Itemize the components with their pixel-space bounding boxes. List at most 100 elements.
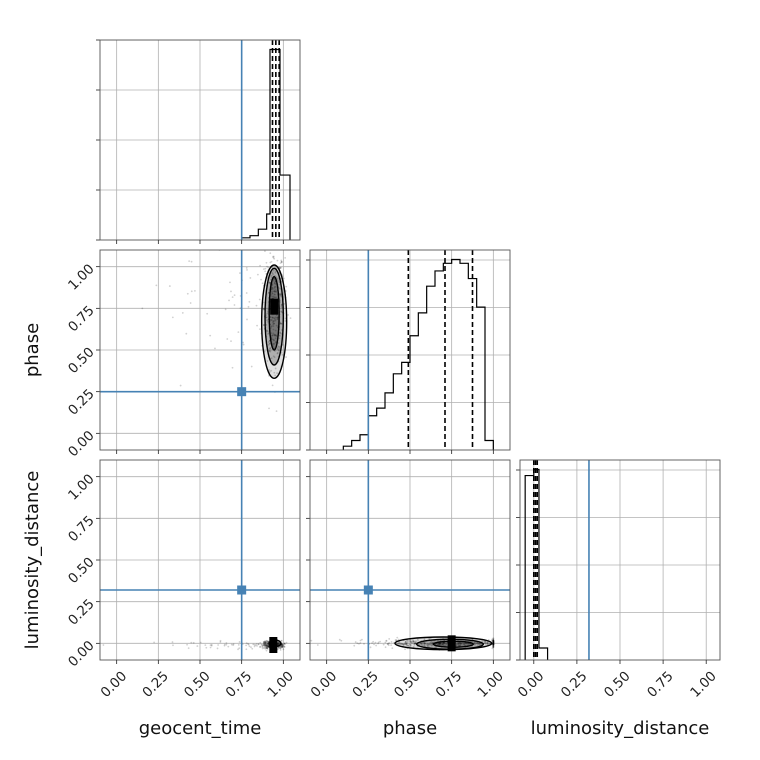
panel-luminosity_distance: 0.00 0.25 0.50 0.75 1.00 bbox=[515, 459, 721, 701]
scatter-cloud bbox=[141, 250, 292, 412]
sample-point bbox=[340, 639, 343, 642]
sample-point bbox=[492, 640, 495, 643]
sample-point bbox=[428, 643, 431, 646]
sample-point bbox=[277, 642, 280, 644]
sample-point bbox=[487, 641, 490, 644]
sample-point bbox=[492, 644, 495, 647]
sample-point bbox=[477, 643, 480, 645]
sample-point bbox=[259, 641, 262, 644]
sample-point bbox=[410, 641, 412, 644]
sample-point bbox=[475, 641, 478, 644]
sample-point bbox=[280, 310, 282, 313]
x-tick-label: 0.00 bbox=[308, 668, 341, 701]
sample-point bbox=[270, 260, 273, 263]
sample-point bbox=[279, 292, 282, 295]
sample-point bbox=[242, 343, 245, 346]
sample-point bbox=[492, 643, 495, 645]
sample-point bbox=[275, 335, 278, 337]
sample-point bbox=[443, 642, 446, 644]
sample-point bbox=[284, 643, 286, 645]
sample-point bbox=[273, 334, 276, 336]
sample-point bbox=[257, 643, 260, 646]
sample-point bbox=[442, 642, 445, 645]
sample-point bbox=[264, 640, 266, 643]
sample-point bbox=[261, 643, 264, 646]
sample-point bbox=[407, 645, 410, 648]
sample-point bbox=[271, 292, 274, 295]
sample-point bbox=[261, 646, 264, 649]
sample-point bbox=[276, 352, 279, 355]
y-tick-label: 0.75 bbox=[65, 513, 98, 546]
sample-point bbox=[458, 642, 461, 645]
sample-point bbox=[245, 267, 248, 269]
sample-point bbox=[272, 269, 275, 272]
sample-point bbox=[407, 644, 409, 647]
sample-point bbox=[266, 647, 268, 650]
sample-point bbox=[279, 262, 282, 265]
sample-point bbox=[492, 643, 495, 645]
sample-point bbox=[386, 643, 389, 646]
sample-point bbox=[256, 273, 259, 276]
sample-point bbox=[268, 370, 271, 373]
sample-point bbox=[283, 642, 286, 645]
sample-point bbox=[186, 643, 188, 646]
sample-point bbox=[385, 639, 388, 642]
sample-point bbox=[266, 310, 269, 313]
sample-point bbox=[401, 643, 404, 646]
sample-point bbox=[431, 642, 433, 645]
sample-point bbox=[265, 644, 268, 646]
sample-point bbox=[310, 639, 313, 642]
sample-point bbox=[492, 641, 495, 644]
sample-point bbox=[266, 644, 268, 646]
sample-point bbox=[263, 642, 266, 645]
sample-point bbox=[492, 642, 495, 645]
sample-point bbox=[402, 643, 405, 646]
y-tick-label: 0.50 bbox=[65, 344, 98, 377]
sample-point bbox=[263, 645, 266, 647]
sample-point bbox=[271, 286, 273, 289]
sample-point bbox=[394, 639, 397, 641]
sample-point bbox=[219, 639, 222, 642]
sample-point bbox=[413, 643, 416, 646]
sample-point bbox=[280, 295, 282, 298]
sample-point bbox=[363, 642, 365, 645]
sample-point bbox=[269, 347, 272, 349]
sample-point bbox=[186, 292, 189, 295]
sample-point bbox=[338, 638, 341, 641]
sample-point bbox=[264, 644, 267, 647]
sample-point bbox=[273, 293, 276, 296]
sample-point bbox=[282, 644, 285, 647]
sample-point bbox=[268, 342, 271, 345]
sample-point bbox=[196, 645, 199, 647]
sample-point bbox=[270, 319, 273, 321]
sample-point bbox=[492, 639, 495, 642]
sample-point bbox=[263, 642, 266, 644]
sample-point bbox=[397, 643, 400, 645]
sample-point bbox=[265, 641, 268, 644]
sample-point bbox=[237, 331, 240, 333]
sample-point bbox=[264, 267, 267, 270]
sample-point bbox=[272, 332, 275, 335]
sample-point bbox=[280, 266, 283, 269]
sample-point bbox=[272, 288, 274, 290]
sample-point bbox=[263, 324, 265, 327]
sample-point bbox=[431, 642, 434, 645]
sample-point bbox=[492, 641, 495, 644]
sample-point bbox=[281, 646, 283, 649]
sample-point bbox=[391, 647, 394, 650]
sample-point bbox=[267, 343, 270, 346]
panel-geocent_time-luminosity_distance: 0.000.250.500.751.000.00 0.25 0.50 0.75 1.00 bbox=[65, 459, 301, 701]
sample-point bbox=[269, 347, 271, 350]
sample-point bbox=[484, 643, 487, 645]
sample-point bbox=[414, 641, 417, 644]
sample-point bbox=[233, 304, 236, 306]
sample-point bbox=[277, 643, 280, 646]
sample-point bbox=[266, 646, 269, 648]
sample-point bbox=[171, 641, 174, 643]
sample-point bbox=[492, 640, 495, 643]
sample-point bbox=[272, 290, 275, 293]
sample-point bbox=[415, 640, 418, 643]
sample-point bbox=[275, 334, 278, 337]
sample-point bbox=[265, 647, 267, 649]
